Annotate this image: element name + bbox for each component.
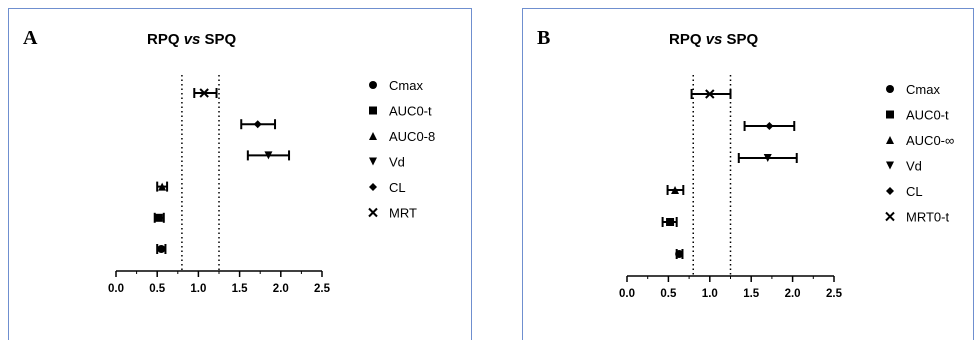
marker-stroke [705,89,715,99]
marker-stroke [885,211,895,222]
legend-label: MRT0-t [906,210,949,225]
marker-stroke [368,207,378,218]
x-tick-label: 0.0 [108,283,124,295]
series-auc0- [666,185,685,195]
legend-marker [885,211,895,222]
data-point [675,250,684,258]
x-tick-label: 2.5 [826,288,843,300]
chart-title: RPQ vs SPQ [669,31,758,48]
series-cmax [675,249,684,259]
legend-label: AUC0-8 [389,129,435,144]
legend-marker [369,106,377,115]
data-point [199,88,209,98]
legend-marker [886,187,894,195]
data-point [765,122,774,130]
legend-label: Vd [389,155,405,170]
x-tick-label: 2.5 [314,283,331,295]
data-point [763,154,772,162]
series-auc0-t [661,217,678,227]
x-tick-label: 0.0 [619,288,635,300]
data-point [158,182,167,191]
data-point [264,151,273,160]
chart-panel-b: B RPQ vs SPQ 0.0 0.5 1.0 1.5 2.0 2.5 Cmax AUC0-… [522,8,974,340]
x-tick-label: 1.5 [232,283,249,295]
chart-title: RPQ vs SPQ [147,31,236,48]
title-part-italic: vs [183,31,201,48]
legend-label: AUC0-t [906,108,949,123]
series-mrt [193,88,218,98]
title-part: SPQ [722,31,759,48]
data-point [705,89,715,99]
series-cmax [156,244,167,254]
series-auc0-8 [156,181,169,192]
data-point [253,120,262,129]
data-point [154,213,163,222]
panel-label: A [23,27,38,49]
legend-marker [368,207,378,218]
marker-stroke [199,88,209,98]
legend-marker [369,183,377,191]
x-tick-label: 1.0 [702,288,718,300]
chart-panel-a: A RPQ vs SPQ 0.0 0.5 1.0 1.5 2.0 2.5 Cmax AUC0-… [8,8,472,340]
legend-label: Cmax [906,82,940,97]
legend-marker [369,81,377,89]
legend-marker [886,110,894,119]
data-point [666,218,675,226]
legend-label: AUC0-t [389,104,432,119]
legend-label: AUC0-∞ [906,133,954,148]
x-tick-label: 1.0 [190,283,206,295]
title-part-italic: vs [705,31,723,48]
legend-label: MRT [389,206,417,221]
title-part: SPQ [200,31,237,48]
legend-label: Vd [906,159,922,174]
data-point [671,186,680,194]
series-mrt0-t [690,89,732,99]
series-cl [743,121,796,131]
title-part: RPQ [669,31,706,48]
x-tick-label: 2.0 [785,288,801,300]
x-tick-label: 1.5 [743,288,760,300]
legend-marker [886,136,894,144]
series-vd [246,150,291,161]
legend-label: CL [389,180,406,195]
forest-plot-a: 0.0 0.5 1.0 1.5 2.0 2.5 Cmax AUC0-t AUC0-8 Vd CL MR… [108,75,435,295]
legend-marker [886,85,894,93]
forest-plot-b: 0.0 0.5 1.0 1.5 2.0 2.5 Cmax AUC0-t AUC0-∞ Vd CL MR… [619,75,954,300]
legend-marker [886,161,894,170]
series-cl [240,119,277,130]
panel-label: B [537,27,551,49]
series-auc0-t [153,212,165,223]
x-tick-label: 2.0 [273,283,289,295]
x-tick-label: 0.5 [149,283,166,295]
legend-label: CL [906,184,923,199]
x-tick-label: 0.5 [660,288,677,300]
legend-marker [369,157,377,166]
series-vd [737,153,798,163]
legend-marker [369,132,377,140]
data-point [157,245,166,253]
title-part: RPQ [147,31,184,48]
legend-label: Cmax [389,78,423,93]
